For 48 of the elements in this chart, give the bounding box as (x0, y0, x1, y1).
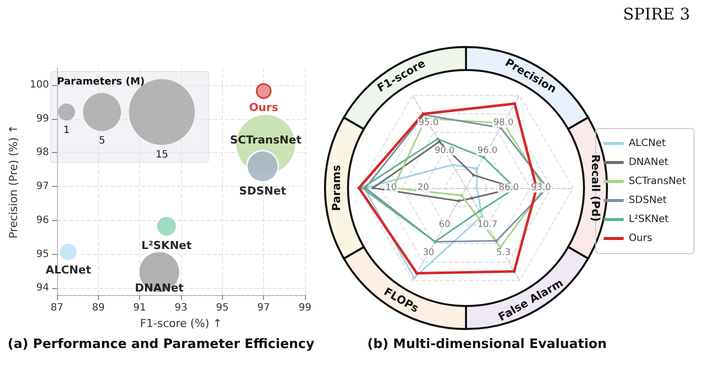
legend-label: 5 (98, 136, 106, 147)
legend-title: Parameters (M) (57, 76, 145, 88)
text: 93.0 (530, 183, 552, 193)
x-axis-title: F1-score (%) ↑ (140, 316, 222, 330)
x-tick-label: 95 (216, 302, 229, 314)
text: 60 (438, 220, 451, 230)
spoke-label: Params (330, 164, 343, 212)
text: 30 (422, 248, 435, 258)
x-tick-label: 97 (257, 302, 270, 314)
y-tick-label: 94 (36, 282, 49, 294)
text: 10 (385, 183, 398, 193)
x-tick-label: 99 (298, 302, 312, 314)
legend-label: ALCNet (628, 138, 666, 149)
y-tick-label: 95 (36, 248, 49, 260)
text: 90.0 (434, 146, 455, 156)
text: SPIRE 3 (622, 4, 690, 24)
x-tick-label: 91 (133, 302, 146, 314)
x-tick-label: 89 (92, 302, 105, 314)
text: (a) Performance and Parameter Efficiency (8, 337, 315, 352)
series-label: Ours (249, 100, 279, 114)
y-tick-label: 97 (36, 181, 49, 192)
series-label: ALCNet (46, 264, 92, 277)
legend-label: 1 (63, 125, 70, 136)
x-tick-label: 93 (174, 302, 188, 314)
y-tick-label: 98 (36, 147, 49, 158)
legend-label: Ours (628, 233, 652, 244)
text: 10.7 (477, 220, 498, 230)
series-label: L²SKNet (141, 239, 192, 252)
text: 95.0 (418, 118, 439, 128)
y-tick-label: 96 (36, 214, 49, 226)
legend-label: DNANet (628, 157, 668, 168)
x-tick-label: 87 (50, 302, 64, 314)
y-axis-title: Precision (Pre) (%) ↑ (7, 124, 20, 238)
legend-label: SDSNet (628, 195, 667, 206)
text: 20 (417, 183, 430, 193)
text: 96.0 (477, 146, 498, 156)
legend-label: 15 (156, 149, 168, 160)
text: (b) Multi-dimensional Evaluation (367, 337, 607, 352)
y-tick-label: 100 (30, 79, 49, 90)
spoke-label: Recall (Pd) (589, 154, 602, 222)
legend-label: L²SKNet (628, 214, 669, 225)
text: 86.0 (498, 183, 520, 193)
series-label: DNANet (134, 281, 184, 294)
series-label: SCTransNet (230, 134, 302, 147)
text: 5.3 (496, 248, 511, 258)
y-tick-label: 99 (36, 113, 49, 124)
legend-label: SCTransNet (628, 176, 686, 187)
series-label: SDSNet (239, 184, 286, 198)
